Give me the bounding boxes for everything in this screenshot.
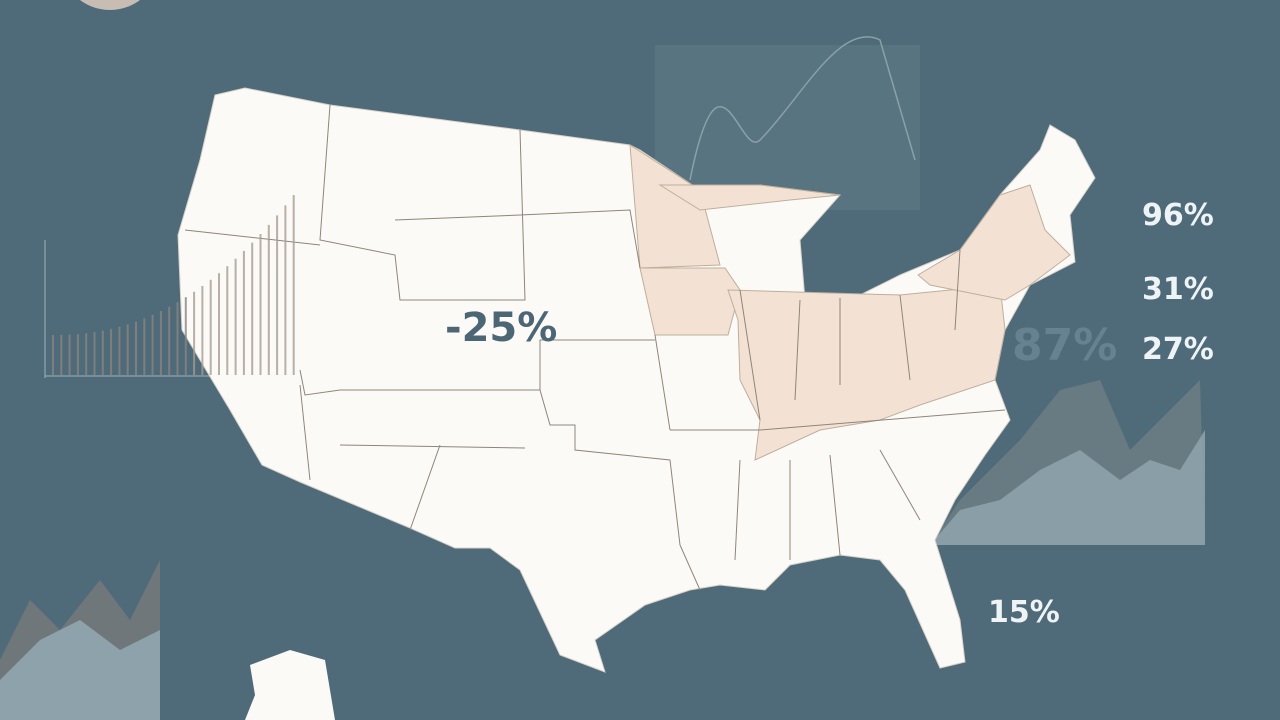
- state-borders: [184, 104, 1006, 591]
- decor-bar: [68, 334, 71, 375]
- states-northeast: [917, 184, 1071, 301]
- decor-circle: [80, 0, 140, 10]
- decor-bar: [151, 314, 154, 375]
- decor-area-chart: [930, 430, 1205, 545]
- decor-bar: [193, 291, 196, 375]
- decor-bar: [284, 205, 287, 375]
- decor-line-chart: [689, 36, 916, 181]
- state-iowa: [639, 267, 741, 336]
- alaska: [245, 650, 335, 720]
- decor-bar: [226, 266, 229, 375]
- decor-bar: [110, 328, 113, 375]
- decor-bar: [135, 321, 137, 375]
- decor-bar: [126, 324, 129, 375]
- decor-area-chart-left: [0, 620, 160, 720]
- us-mainland: [177, 87, 1096, 673]
- state-minnesota: [629, 144, 721, 269]
- decor-bar: [85, 333, 88, 375]
- decor-bar: [184, 297, 187, 375]
- decor-bar: [201, 285, 204, 375]
- decor-bar: [242, 250, 245, 375]
- decor-bar: [267, 224, 270, 375]
- decor-bar: [52, 335, 54, 375]
- label-faded-percent: 87%: [1012, 320, 1118, 371]
- label-right-2: 31%: [1142, 272, 1214, 307]
- decor-bar: [251, 242, 254, 375]
- decor-bar: [168, 306, 171, 375]
- decor-bar: [209, 279, 212, 375]
- highlighted-states: [629, 144, 1071, 461]
- decor-bar: [118, 326, 121, 375]
- state-michigan-up: [658, 184, 841, 211]
- decor-bar: [101, 330, 104, 375]
- decor-bar: [259, 234, 262, 375]
- label-right-3: 27%: [1142, 332, 1214, 367]
- decor-bar: [159, 311, 162, 375]
- decor-bar: [176, 302, 179, 375]
- decor-bar: [234, 258, 237, 375]
- decor-bar: [143, 318, 146, 375]
- decor-bar: [93, 332, 96, 375]
- decor-bar: [76, 334, 79, 375]
- decor-line-chart-panel: [655, 45, 920, 210]
- label-southeast-percent: 15%: [988, 595, 1060, 630]
- decor-bar: [218, 273, 220, 375]
- label-center-percent: -25%: [445, 305, 558, 351]
- decor-bar: [60, 334, 63, 375]
- label-right-1: 96%: [1142, 198, 1214, 233]
- decor-bar: [276, 215, 279, 375]
- decor-bar: [292, 195, 295, 375]
